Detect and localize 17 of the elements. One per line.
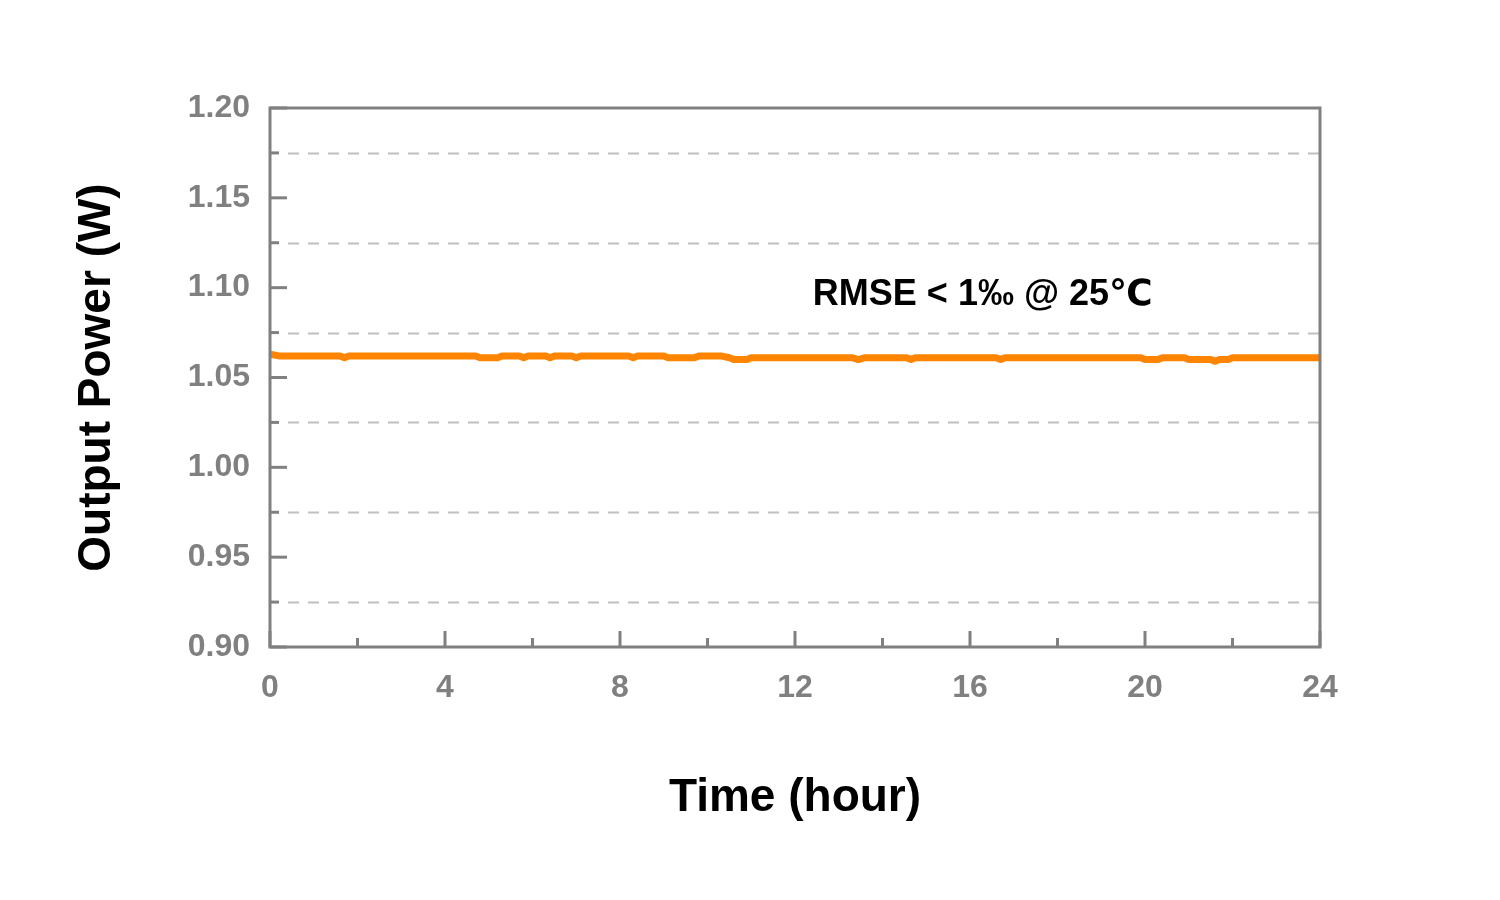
y-axis-title: Output Power (W) xyxy=(68,183,121,572)
y-tick-label: 0.90 xyxy=(187,626,250,663)
y-tick-label: 1.20 xyxy=(187,87,250,124)
x-tick-label: 8 xyxy=(611,668,629,705)
x-tick-label: 16 xyxy=(952,668,988,705)
x-axis-title: Time (hour) xyxy=(668,769,922,822)
y-tick-label: 1.00 xyxy=(187,447,250,484)
y-tick-label: 0.95 xyxy=(187,536,250,573)
y-tick-label: 1.05 xyxy=(187,357,250,394)
x-tick-label: 4 xyxy=(436,668,455,705)
annotation: RMSE < 1‰ @ 25℃ xyxy=(812,271,1153,313)
y-tick-label: 1.10 xyxy=(187,267,250,304)
x-tick-label: 24 xyxy=(1302,668,1338,705)
x-tick-label: 0 xyxy=(261,668,279,705)
x-tick-label: 12 xyxy=(777,668,813,705)
x-tick-label: 20 xyxy=(1127,668,1163,705)
y-tick-label: 1.15 xyxy=(187,177,250,214)
